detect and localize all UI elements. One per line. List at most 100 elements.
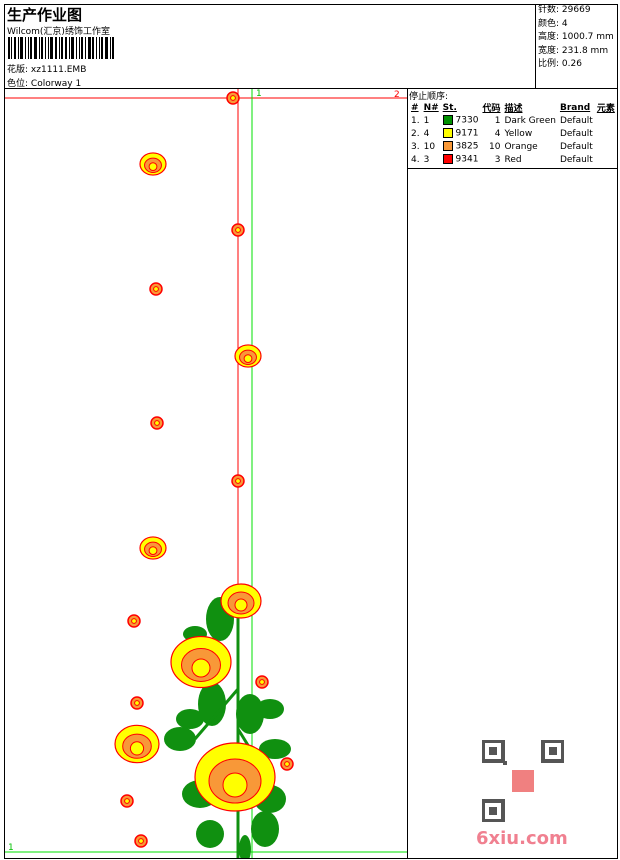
barcode-bar xyxy=(69,37,70,59)
leaf-icon xyxy=(164,727,196,751)
barcode-bar xyxy=(25,37,26,59)
barcode-bar xyxy=(112,37,114,59)
row-element xyxy=(595,140,617,153)
barcode-bar xyxy=(105,37,108,59)
row-stitches: 3825 xyxy=(455,141,479,152)
row-index: 3. xyxy=(411,141,420,152)
row-code: 4 xyxy=(494,128,501,139)
col-header: St. xyxy=(442,102,457,113)
barcode-bar xyxy=(28,37,29,59)
leaves xyxy=(164,597,291,858)
barcode-bar xyxy=(11,37,12,59)
barcode-bar xyxy=(99,37,100,59)
flower-icon xyxy=(243,354,253,364)
color-swatch xyxy=(442,154,453,165)
colorway-value: Colorway 1 xyxy=(30,79,82,89)
barcode-bar xyxy=(110,37,111,59)
row-brand: Default xyxy=(559,141,593,152)
leaf-icon xyxy=(176,709,204,729)
barcode-bar xyxy=(55,37,57,59)
colorway: 色位: Colorway 1 xyxy=(7,76,81,89)
row-desc: Red xyxy=(504,154,522,165)
page-frame xyxy=(4,4,618,859)
stat-height: 高度: 1000.7 mm xyxy=(538,32,614,42)
row-needle: 10 xyxy=(423,141,436,152)
leaf-icon xyxy=(196,820,224,848)
row-code: 1 xyxy=(494,115,501,126)
barcode-bar xyxy=(14,37,16,59)
bud-icon xyxy=(131,618,137,624)
company-name: Wilcom(汇京)绣饰工作室 xyxy=(7,27,110,37)
row-index: 4. xyxy=(411,154,420,165)
leaf-icon xyxy=(259,739,291,759)
barcode-bar xyxy=(81,37,83,59)
row-index: 1. xyxy=(411,115,420,126)
col-header: 元素 xyxy=(596,104,615,114)
barcode-bar xyxy=(59,37,60,59)
bud-icon xyxy=(259,679,265,685)
row-stitches: 9341 xyxy=(455,154,479,165)
row-element xyxy=(595,114,617,127)
bud-icon xyxy=(154,420,160,426)
color-swatch xyxy=(442,128,453,139)
barcode-bar xyxy=(50,37,53,59)
flower-icon xyxy=(234,598,248,612)
row-code: 3 xyxy=(494,154,501,165)
row-index: 2. xyxy=(411,128,420,139)
stop-sequence-title: 停止顺序: xyxy=(409,92,449,102)
qr-code xyxy=(481,739,565,823)
marker-green-bottom: 1 xyxy=(8,843,14,853)
divider xyxy=(407,88,408,859)
stat-scale: 比例: 0.26 xyxy=(538,59,582,69)
divider xyxy=(407,168,618,169)
leaf-icon xyxy=(239,835,251,858)
watermark-logo: 6xiu.com xyxy=(476,828,568,849)
leaf-icon xyxy=(236,694,264,734)
barcode-bar xyxy=(71,37,74,59)
barcode-bar xyxy=(39,37,40,59)
table-row: 3. 10 3825 10 Orange Default xyxy=(409,140,617,153)
col-header: N# xyxy=(423,102,439,113)
row-desc: Yellow xyxy=(504,128,533,139)
color-sequence-table: # N# St. 代码 描述 Brand 元素 1. 1 7330 1 Dark Gr… xyxy=(409,101,617,166)
color-swatch xyxy=(442,141,453,152)
barcode-bar xyxy=(8,37,10,59)
barcode xyxy=(8,37,128,59)
barcode-bar xyxy=(96,37,97,59)
flower-icon xyxy=(129,741,145,756)
bud-icon xyxy=(124,798,130,804)
stats-panel: 针数: 29669 颜色: 4 高度: 1000.7 mm 宽度: 231.8 … xyxy=(535,4,618,89)
leaf-icon xyxy=(251,811,279,847)
flower-icon xyxy=(148,162,158,171)
row-brand: Default xyxy=(559,128,593,139)
barcode-bar xyxy=(48,37,49,59)
bud-icon xyxy=(235,227,241,233)
barcode-bar xyxy=(79,37,80,59)
col-header: 代码 xyxy=(482,104,501,114)
barcode-bar xyxy=(61,37,63,59)
marker-red-top: 2 xyxy=(394,90,400,100)
design-file: 花版: xz1111.EMB xyxy=(7,62,86,75)
barcode-bar xyxy=(92,37,94,59)
flower-icon xyxy=(148,546,158,556)
colorway-label: 色位: xyxy=(7,79,29,89)
col-header: # xyxy=(411,102,419,113)
flower-icon xyxy=(222,772,248,798)
barcode-bar xyxy=(41,37,43,59)
row-needle: 3 xyxy=(423,154,430,165)
row-desc: Orange xyxy=(504,141,538,152)
row-stitches: 9171 xyxy=(455,128,479,139)
table-row: 4. 3 9341 3 Red Default xyxy=(409,153,617,166)
bud-icon xyxy=(138,838,144,844)
flower-icon xyxy=(191,658,211,678)
row-needle: 1 xyxy=(423,115,430,126)
row-element xyxy=(595,127,617,140)
bud-icon xyxy=(230,95,236,101)
row-needle: 4 xyxy=(423,128,430,139)
qr-svg xyxy=(481,739,565,823)
barcode-bar xyxy=(34,37,37,59)
table-row: 2. 4 9171 4 Yellow Default xyxy=(409,127,617,140)
divider xyxy=(4,88,618,89)
stat-colors: 颜色: 4 xyxy=(538,18,568,29)
design-label: 花版: xyxy=(7,65,29,75)
